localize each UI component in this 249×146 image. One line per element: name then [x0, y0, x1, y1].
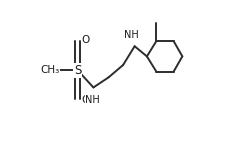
Text: S: S	[74, 64, 81, 77]
Text: O: O	[82, 95, 90, 105]
Text: NH: NH	[124, 30, 138, 40]
Text: O: O	[82, 35, 90, 45]
Text: CH₃: CH₃	[40, 65, 60, 75]
Text: NH: NH	[85, 95, 100, 105]
